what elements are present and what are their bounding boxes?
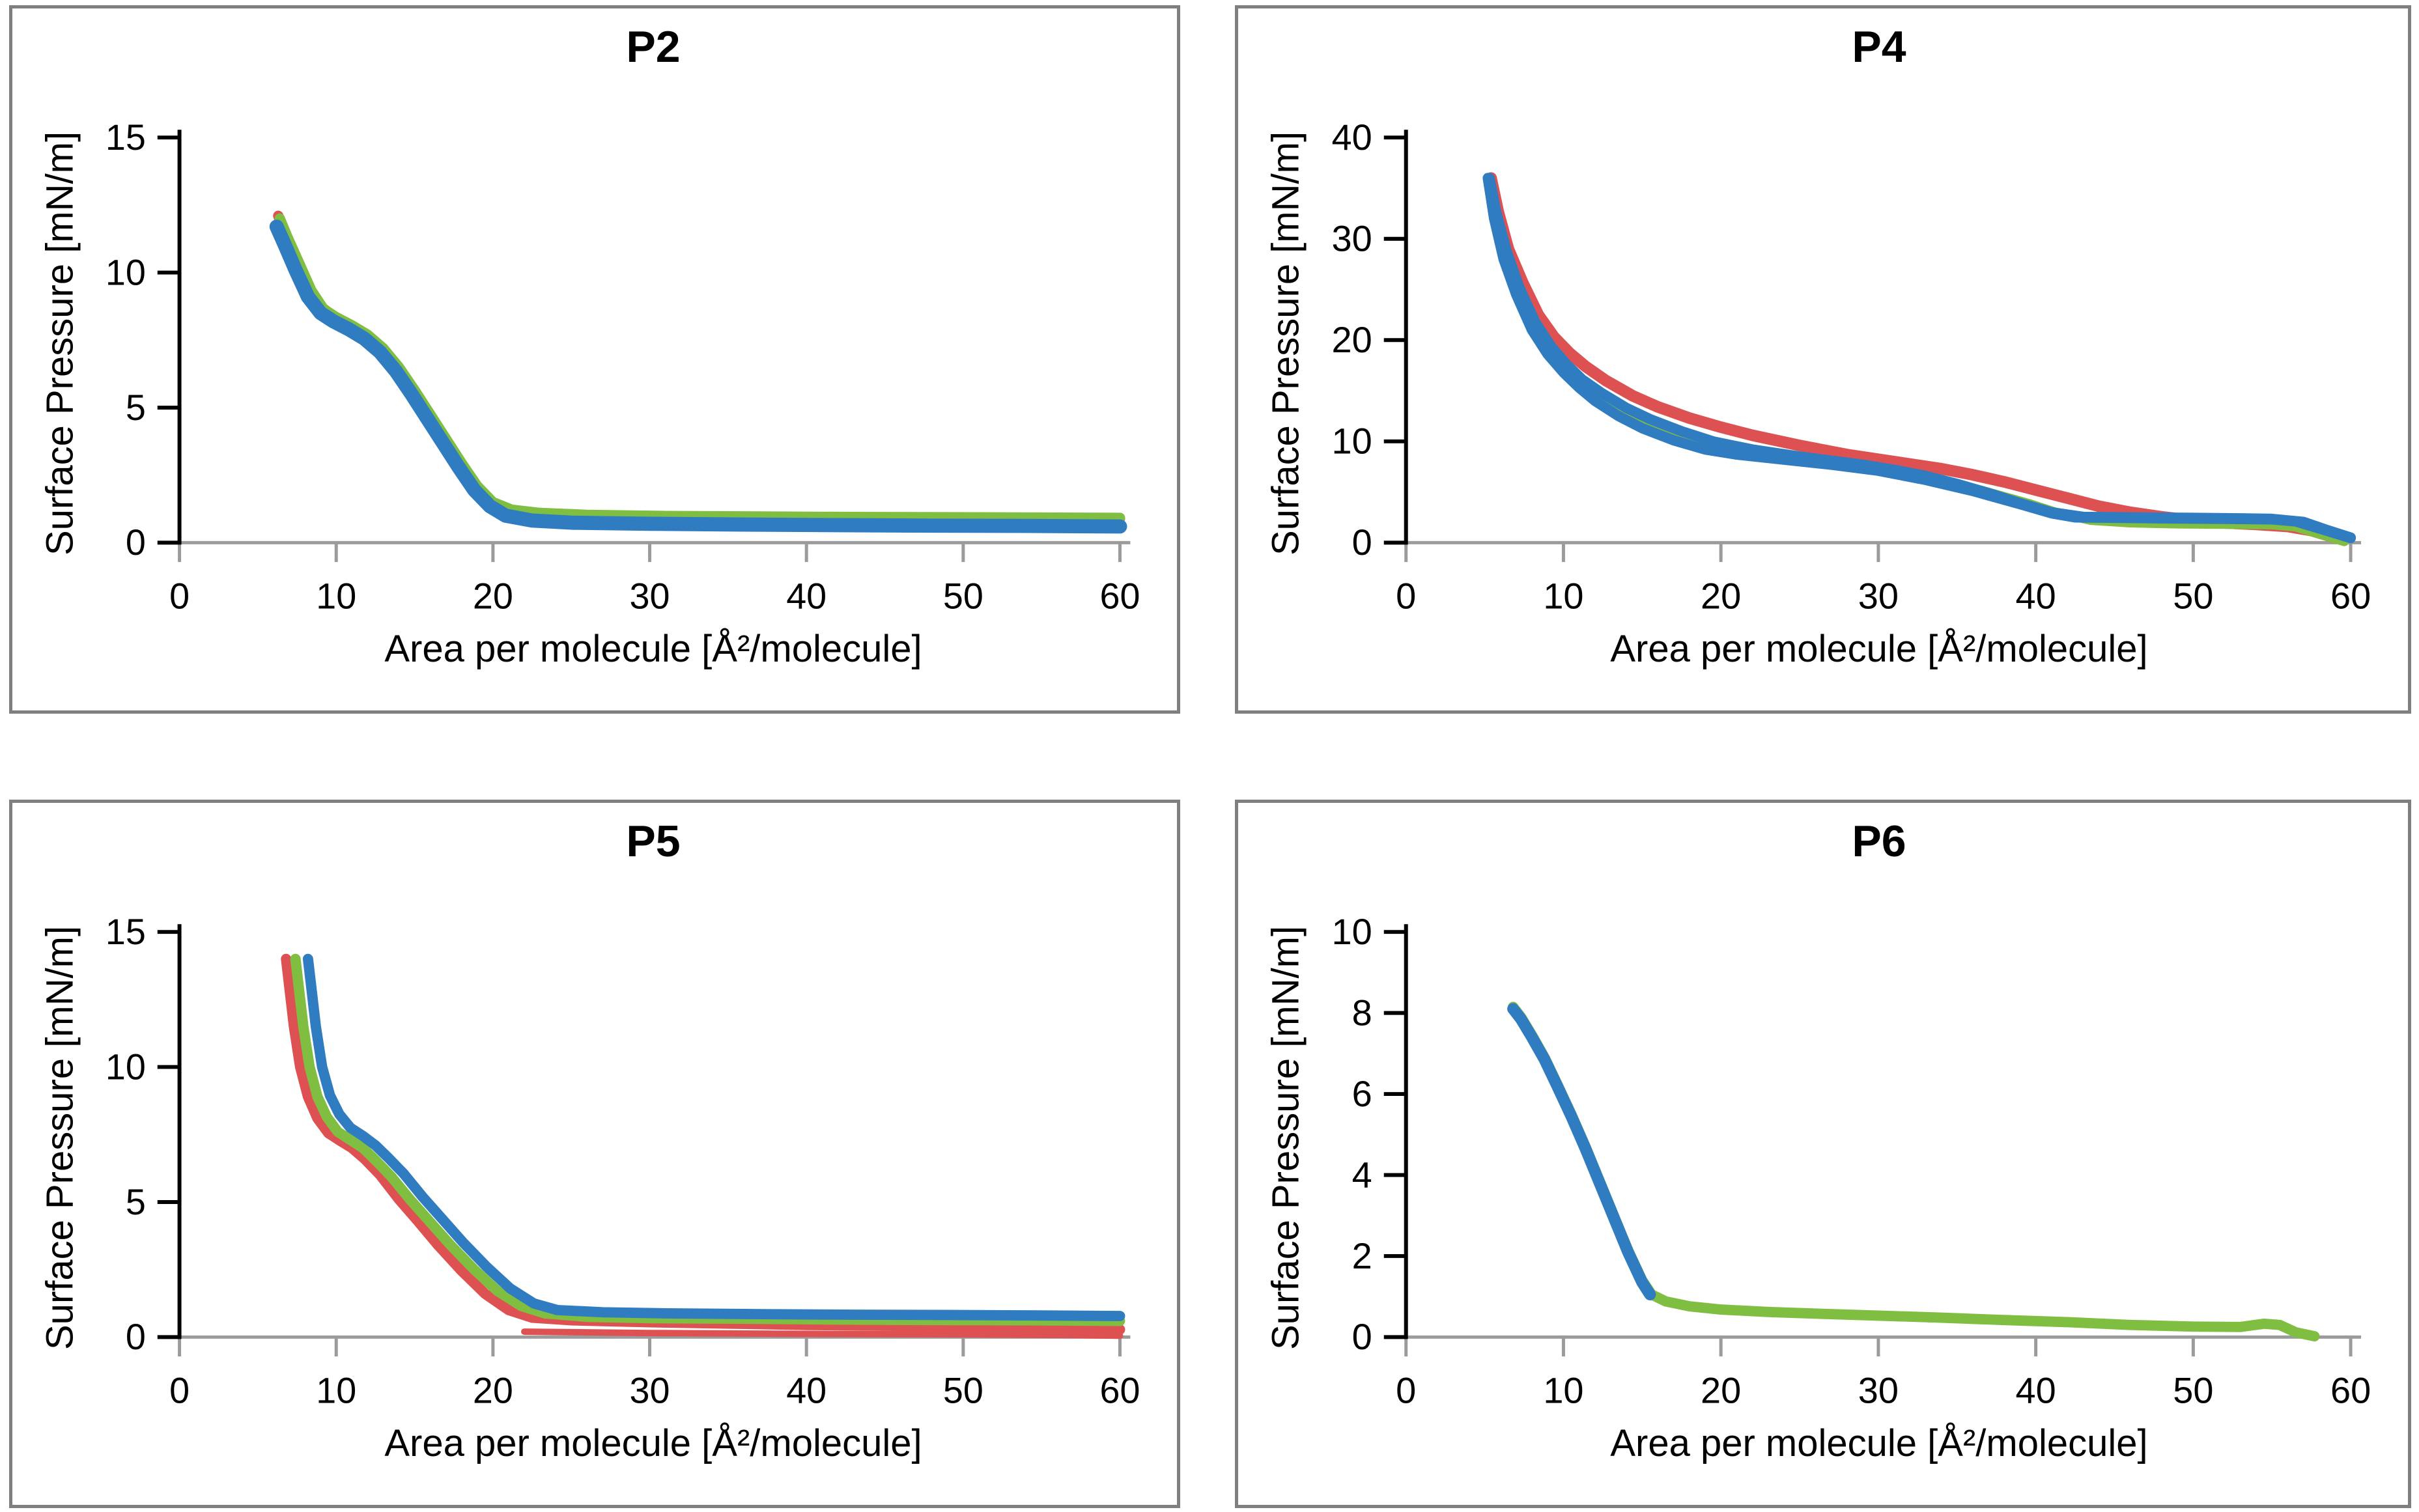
x-tick-label: 10 xyxy=(316,1371,356,1411)
green-curve xyxy=(1508,1001,2320,1342)
x-tick-label: 20 xyxy=(473,1371,513,1411)
plot-p6: 0 10 20 30 40 50 60 0 2 4 6 8 10 xyxy=(1332,912,2371,1411)
chart-title-p2: P2 xyxy=(626,22,681,72)
x-axis-title: Area per molecule [Å²/molecule] xyxy=(1610,1422,2148,1464)
x-tick-label: 50 xyxy=(943,1371,983,1411)
x-tick-label: 0 xyxy=(169,576,190,617)
x-tick-label: 20 xyxy=(473,576,513,617)
x-tick-label: 20 xyxy=(1701,1371,1741,1411)
x-axis-title: Area per molecule [Å²/molecule] xyxy=(384,1422,922,1464)
blue-curve xyxy=(302,953,1125,1321)
y-tick-label: 15 xyxy=(106,117,146,158)
y-axis-title: Surface Pressure [mN/m] xyxy=(1264,131,1307,555)
chart-title-p5: P5 xyxy=(626,817,681,866)
y-axis-title: Surface Pressure [mN/m] xyxy=(38,131,81,555)
x-tick-label: 60 xyxy=(2330,1371,2371,1411)
plot-p2: 0 10 20 30 40 50 60 0 5 10 15 xyxy=(106,117,1140,617)
y-tick-label: 5 xyxy=(126,387,146,428)
x-tick-label: 40 xyxy=(786,576,827,617)
y-tick-label: 20 xyxy=(1332,320,1372,360)
y-tick-label: 10 xyxy=(1332,912,1372,952)
y-axis-title: Surface Pressure [mN/m] xyxy=(38,925,81,1350)
red-curve-lower xyxy=(521,1328,1124,1339)
y-tick-label: 4 xyxy=(1352,1155,1372,1196)
x-tick-label: 30 xyxy=(1858,576,1899,617)
x-tick-label: 50 xyxy=(2173,576,2213,617)
x-tick-label: 20 xyxy=(1701,576,1741,617)
y-tick-label: 10 xyxy=(106,252,146,292)
y-tick-label: 8 xyxy=(1352,993,1372,1033)
green-curve xyxy=(1484,173,2349,546)
y-tick-label: 30 xyxy=(1332,219,1372,259)
y-tick-label: 10 xyxy=(106,1046,146,1087)
red-curve xyxy=(281,953,1125,1335)
x-tick-label: 10 xyxy=(1543,576,1583,617)
chart-title-p4: P4 xyxy=(1852,22,1906,72)
x-tick-label: 10 xyxy=(1543,1371,1583,1411)
x-tick-label: 60 xyxy=(1100,1371,1140,1411)
y-tick-label: 0 xyxy=(126,1317,146,1357)
x-tick-label: 40 xyxy=(2016,1371,2056,1411)
red-curve xyxy=(1485,172,2341,544)
y-tick-label: 0 xyxy=(126,522,146,563)
y-tick-label: 40 xyxy=(1332,117,1372,158)
x-tick-label: 40 xyxy=(2016,576,2056,617)
x-tick-label: 30 xyxy=(630,576,670,617)
y-tick-label: 2 xyxy=(1352,1236,1372,1276)
y-tick-label: 6 xyxy=(1352,1074,1372,1114)
x-axis-title: Area per molecule [Å²/molecule] xyxy=(384,628,922,670)
panel-p4: 0 10 20 30 40 50 60 0 10 20 30 40 P4 Surface Pressu… xyxy=(1235,5,2411,714)
plot-p4: 0 10 20 30 40 50 60 0 10 20 30 40 xyxy=(1332,117,2371,617)
blue-curve-outer xyxy=(1482,173,2356,544)
plot-p5: 0 10 20 30 40 50 60 0 5 10 15 xyxy=(106,912,1140,1411)
blue-curve xyxy=(1507,1003,1656,1301)
y-tick-label: 15 xyxy=(106,912,146,952)
green-curve xyxy=(274,213,1125,524)
y-tick-label: 0 xyxy=(1352,522,1372,563)
x-tick-label: 10 xyxy=(316,576,356,617)
y-tick-label: 5 xyxy=(126,1182,146,1222)
panel-p6: 0 10 20 30 40 50 60 0 2 4 6 8 10 P6 Surface Pressure… xyxy=(1235,800,2411,1508)
x-tick-label: 60 xyxy=(1100,576,1140,617)
x-tick-label: 30 xyxy=(630,1371,670,1411)
x-tick-label: 50 xyxy=(2173,1371,2213,1411)
x-tick-label: 50 xyxy=(943,576,983,617)
y-tick-label: 0 xyxy=(1352,1317,1372,1357)
y-axis-title: Surface Pressure [mN/m] xyxy=(1264,925,1307,1350)
x-tick-label: 40 xyxy=(786,1371,827,1411)
x-tick-label: 30 xyxy=(1858,1371,1899,1411)
chart-title-p6: P6 xyxy=(1852,817,1906,866)
x-tick-label: 0 xyxy=(1396,576,1416,617)
panel-p5: 0 10 20 30 40 50 60 0 5 10 15 P5 Surface Pressure … xyxy=(9,800,1180,1508)
x-tick-label: 0 xyxy=(1396,1371,1416,1411)
x-tick-label: 60 xyxy=(2330,576,2371,617)
x-tick-label: 0 xyxy=(169,1371,190,1411)
panel-p2: 0 10 20 30 40 50 60 0 5 10 15 P2 Surface Pressure … xyxy=(9,5,1180,714)
green-curve xyxy=(290,953,1125,1326)
x-axis-title: Area per molecule [Å²/molecule] xyxy=(1610,628,2148,670)
blue-curve xyxy=(269,219,1127,534)
y-tick-label: 10 xyxy=(1332,421,1372,462)
